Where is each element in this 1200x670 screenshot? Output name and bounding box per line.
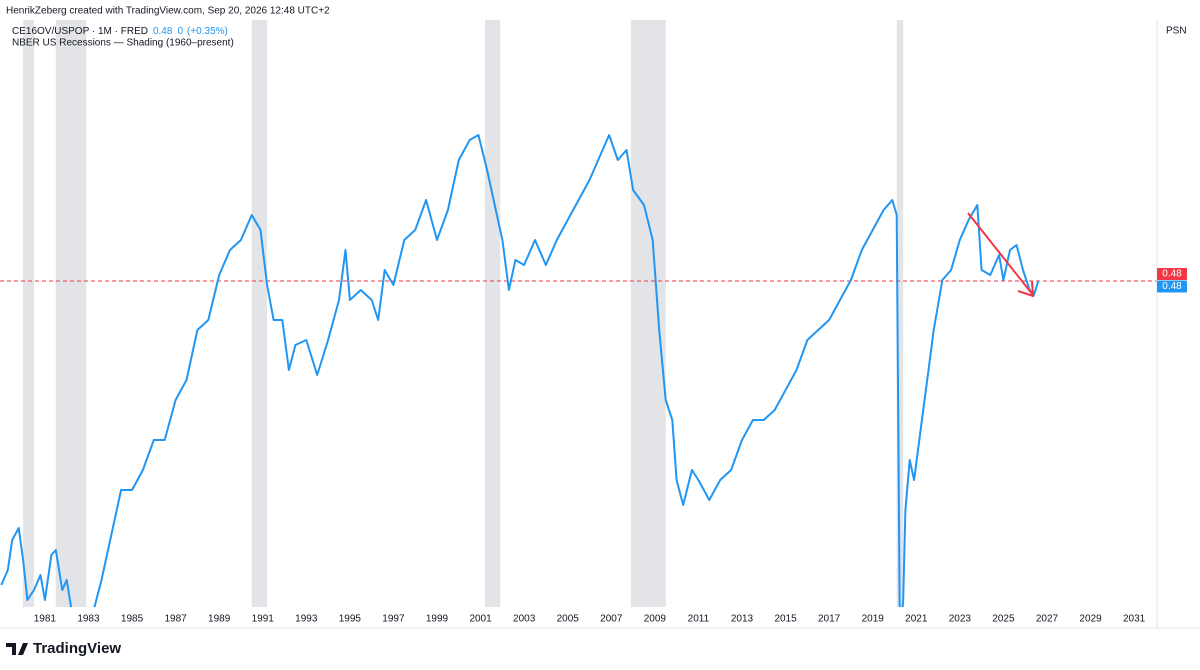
recession-shading <box>896 20 904 607</box>
recession-shading <box>55 20 87 607</box>
x-tick-label: 2013 <box>731 614 754 625</box>
last-value-bg <box>1157 280 1187 293</box>
series-line <box>0 134 1040 607</box>
x-tick-label: 1985 <box>121 614 144 625</box>
x-tick-label: 1981 <box>34 614 57 625</box>
logo-icon <box>6 643 28 655</box>
x-tick-label: 2003 <box>513 614 536 625</box>
x-tick-label: 2005 <box>557 614 580 625</box>
x-tick-label: 1997 <box>382 614 405 625</box>
x-tick-label: 2009 <box>644 614 667 625</box>
scale-label: PSN <box>1166 26 1187 37</box>
symbol: CE16OV/USPOP · 1M · FRED <box>12 26 148 37</box>
legend-change-percent: (+0.35%) <box>187 26 228 37</box>
x-tick-label: 1991 <box>252 614 275 625</box>
x-tick-label: 2031 <box>1123 614 1146 625</box>
recession-shading <box>630 20 666 607</box>
header: HenrikZeberg created with TradingView.co… <box>6 6 330 17</box>
x-tick-label: 2017 <box>818 614 841 625</box>
legend-indicator: NBER US Recessions — Shading (1960–prese… <box>12 38 234 49</box>
x-tick-label: 2001 <box>469 614 492 625</box>
logo-text: TradingView <box>33 640 121 657</box>
x-tick-label: 2007 <box>600 614 623 625</box>
x-tick-label: 2029 <box>1079 614 1102 625</box>
recession-shading <box>23 20 34 607</box>
line-layer <box>0 134 1157 607</box>
x-tick-label: 1989 <box>208 614 231 625</box>
x-tick-label: 1993 <box>295 614 318 625</box>
x-tick-label: 1995 <box>339 614 362 625</box>
last-value-label: 0.48 <box>1162 281 1182 292</box>
x-tick-label: 2011 <box>688 614 710 625</box>
recession-layer <box>23 20 904 607</box>
x-tick-label: 2021 <box>905 614 928 625</box>
x-tick-label: 2023 <box>949 614 972 625</box>
annotation-arrow-head <box>1017 280 1035 298</box>
x-tick-label: 2019 <box>862 614 885 625</box>
annotation-arrow <box>967 212 1034 296</box>
legend-symbol: CE16OV/USPOP · 1M · FRED 0.48 0 (+0.35%) <box>12 26 228 37</box>
price-label: 0.48 <box>1162 269 1182 280</box>
price-label-bg <box>1157 268 1187 280</box>
x-tick-label: 1999 <box>426 614 449 625</box>
legend-value: 0.48 <box>153 26 173 37</box>
x-tick-label: 2027 <box>1036 614 1059 625</box>
x-tick-label: 1983 <box>77 614 100 625</box>
x-tick-label: 1987 <box>164 614 187 625</box>
recession-shading <box>251 20 268 607</box>
recession-shading <box>484 20 501 607</box>
x-tick-label: 2015 <box>774 614 797 625</box>
logo: TradingView <box>6 640 121 657</box>
legend-change: 0 <box>177 26 183 37</box>
x-tick-label: 2025 <box>992 614 1015 625</box>
